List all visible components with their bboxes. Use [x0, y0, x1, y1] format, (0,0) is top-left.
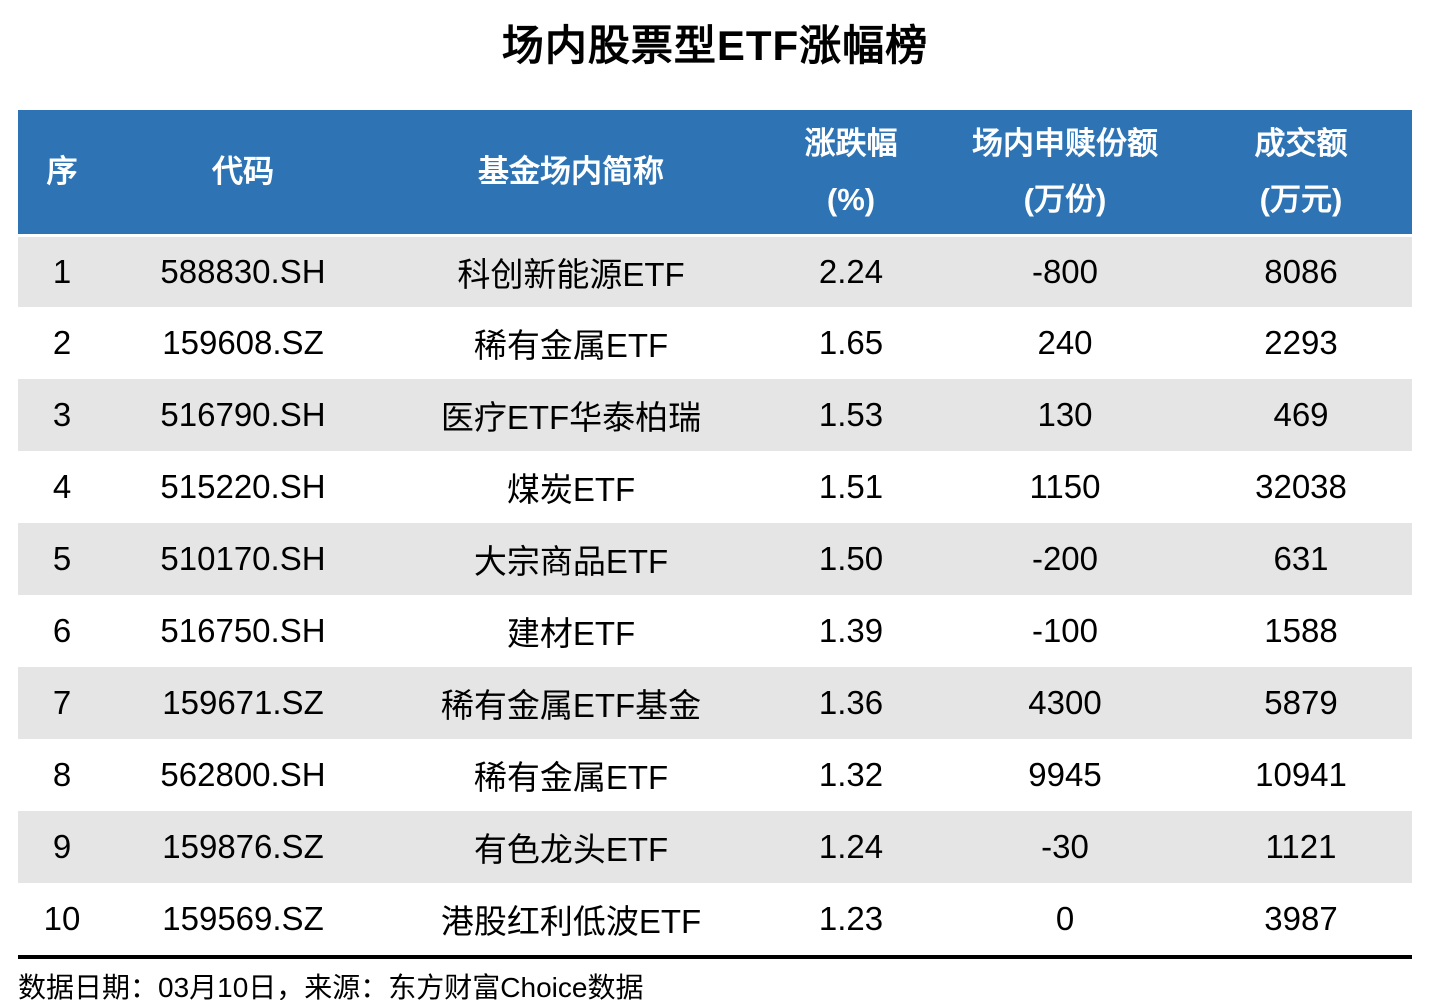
cell-name: 港股红利低波ETF — [440, 903, 702, 940]
table-row: 8 562800.SH 稀有金属ETF 1.32 9945 10941 — [18, 739, 1412, 811]
cell-shares: -200 — [1031, 540, 1099, 577]
cell-turnover: 1588 — [1264, 612, 1338, 649]
col-header-turnover-line1: 成交额 — [1254, 125, 1348, 161]
cell-turnover: 469 — [1273, 396, 1329, 433]
cell-turnover: 631 — [1273, 540, 1329, 577]
cell-turnover: 5879 — [1264, 684, 1338, 721]
divider-line — [18, 955, 1412, 959]
cell-turnover: 8086 — [1264, 252, 1338, 290]
cell-turnover: 2293 — [1264, 324, 1338, 361]
cell-name: 稀有金属ETF — [473, 759, 669, 796]
cell-change: 1.24 — [818, 828, 884, 865]
col-header-change-line2: (%) — [826, 181, 876, 217]
cell-code: 159671.SZ — [162, 684, 324, 721]
cell-shares: -30 — [1041, 828, 1089, 865]
cell-rank: 9 — [52, 828, 72, 865]
cell-code: 516750.SH — [160, 612, 326, 649]
cell-rank: 6 — [52, 612, 72, 649]
col-header-name: 基金场内简称 — [380, 110, 762, 237]
cell-code: 510170.SH — [160, 540, 326, 577]
cell-turnover: 10941 — [1255, 756, 1347, 793]
table-row: 1 588830.SH 科创新能源ETF 2.24 -800 8086 — [18, 235, 1412, 307]
table-row: 9 159876.SZ 有色龙头ETF 1.24 -30 1121 — [18, 811, 1412, 883]
cell-name: 稀有金属ETF基金 — [440, 687, 702, 724]
cell-rank: 3 — [52, 396, 72, 433]
cell-name: 科创新能源ETF — [457, 255, 685, 293]
col-header-code: 代码 — [106, 110, 380, 237]
etf-table-container: 序 代码 基金场内简称 涨跌幅 (%) 场内申赎份额 (万份) 成交额 (万元) — [18, 110, 1412, 955]
table-row: 6 516750.SH 建材ETF 1.39 -100 1588 — [18, 595, 1412, 667]
cell-change: 2.24 — [818, 252, 884, 290]
cell-change: 1.23 — [818, 900, 884, 937]
table-row: 2 159608.SZ 稀有金属ETF 1.65 240 2293 — [18, 307, 1412, 379]
cell-rank: 5 — [52, 540, 72, 577]
table-row: 5 510170.SH 大宗商品ETF 1.50 -200 631 — [18, 523, 1412, 595]
col-header-turnover: 成交额 (万元) — [1190, 110, 1412, 237]
cell-shares: -100 — [1031, 612, 1099, 649]
source-note: 数据日期：03月10日，来源：东方财富Choice数据 — [18, 972, 644, 1000]
col-header-shares-line1: 场内申赎份额 — [972, 125, 1158, 161]
cell-change: 1.39 — [818, 612, 884, 649]
cell-code: 159569.SZ — [162, 900, 324, 937]
cell-rank: 8 — [52, 756, 72, 793]
col-header-rank: 序 — [18, 110, 106, 237]
cell-rank: 1 — [52, 252, 72, 290]
cell-change: 1.53 — [818, 396, 884, 433]
col-header-shares-line2: (万份) — [1023, 181, 1107, 217]
cell-name: 大宗商品ETF — [473, 543, 669, 580]
col-header-change-line1: 涨跌幅 — [804, 125, 898, 161]
cell-code: 515220.SH — [160, 468, 326, 505]
etf-table: 序 代码 基金场内简称 涨跌幅 (%) 场内申赎份额 (万份) 成交额 (万元) — [18, 110, 1412, 955]
cell-turnover: 32038 — [1255, 468, 1347, 505]
cell-turnover: 1121 — [1265, 828, 1337, 865]
page-title: 场内股票型ETF涨幅榜 — [501, 22, 929, 69]
table-body: 1 588830.SH 科创新能源ETF 2.24 -800 8086 2 15… — [18, 235, 1412, 955]
table-row: 3 516790.SH 医疗ETF华泰柏瑞 1.53 130 469 — [18, 379, 1412, 451]
cell-name: 医疗ETF华泰柏瑞 — [440, 399, 702, 436]
table-row: 7 159671.SZ 稀有金属ETF基金 1.36 4300 5879 — [18, 667, 1412, 739]
cell-shares: -800 — [1031, 252, 1099, 290]
col-header-change: 涨跌幅 (%) — [762, 110, 940, 237]
cell-shares: 130 — [1037, 396, 1093, 433]
cell-rank: 7 — [52, 684, 72, 721]
cell-change: 1.32 — [818, 756, 884, 793]
table-row: 4 515220.SH 煤炭ETF 1.51 1150 32038 — [18, 451, 1412, 523]
cell-rank: 2 — [52, 324, 72, 361]
cell-shares: 9945 — [1028, 756, 1102, 793]
cell-rank: 10 — [43, 900, 81, 937]
col-header-shares: 场内申赎份额 (万份) — [940, 110, 1190, 237]
cell-shares: 1150 — [1029, 468, 1101, 505]
cell-change: 1.36 — [818, 684, 884, 721]
col-header-code-label: 代码 — [212, 153, 274, 189]
cell-code: 159876.SZ — [162, 828, 324, 865]
table-row: 10 159569.SZ 港股红利低波ETF 1.23 0 3987 — [18, 883, 1412, 955]
col-header-turnover-line2: (万元) — [1259, 181, 1343, 217]
cell-turnover: 3987 — [1264, 900, 1338, 937]
col-header-rank-label: 序 — [46, 153, 78, 189]
cell-name: 稀有金属ETF — [473, 327, 669, 364]
cell-code: 588830.SH — [160, 252, 326, 290]
header-row: 序 代码 基金场内简称 涨跌幅 (%) 场内申赎份额 (万份) 成交额 (万元) — [18, 110, 1412, 237]
cell-code: 562800.SH — [160, 756, 326, 793]
cell-rank: 4 — [52, 468, 72, 505]
cell-name: 有色龙头ETF — [473, 831, 669, 868]
cell-name: 建材ETF — [506, 615, 636, 652]
cell-shares: 240 — [1037, 324, 1093, 361]
cell-change: 1.50 — [818, 540, 884, 577]
cell-shares: 0 — [1055, 900, 1075, 937]
cell-name: 煤炭ETF — [506, 471, 636, 508]
cell-change: 1.51 — [818, 468, 884, 505]
cell-code: 516790.SH — [160, 396, 326, 433]
cell-shares: 4300 — [1028, 684, 1102, 721]
col-header-name-label: 基金场内简称 — [478, 153, 664, 189]
cell-change: 1.65 — [818, 324, 884, 361]
cell-code: 159608.SZ — [162, 324, 324, 361]
